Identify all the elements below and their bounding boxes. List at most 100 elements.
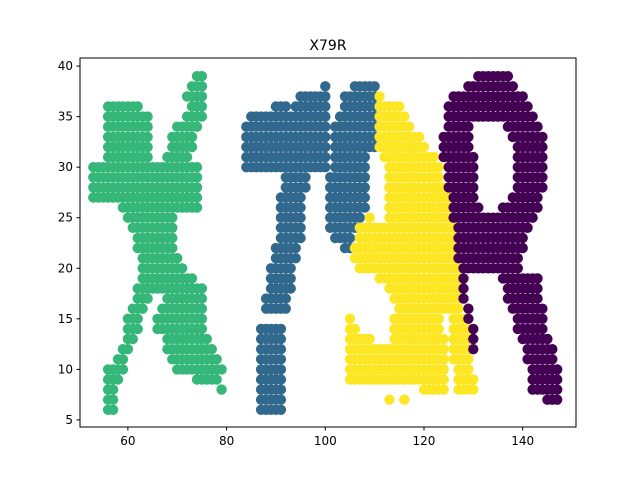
data-point <box>196 71 208 82</box>
data-point <box>359 151 370 163</box>
data-point <box>132 313 143 324</box>
data-point <box>463 313 474 324</box>
data-point <box>295 192 306 203</box>
data-point <box>186 273 198 284</box>
data-point <box>512 263 523 274</box>
data-point <box>369 81 380 92</box>
data-point <box>344 232 356 244</box>
data-point <box>112 374 124 385</box>
data-point <box>463 131 474 143</box>
data-point <box>117 364 129 375</box>
data-point <box>537 172 548 183</box>
data-point <box>552 384 563 395</box>
data-point <box>181 151 193 163</box>
data-point <box>433 162 444 173</box>
data-point <box>458 283 469 294</box>
data-point <box>196 111 208 122</box>
data-point <box>167 232 178 244</box>
data-point <box>142 121 153 132</box>
data-point <box>468 151 479 163</box>
x-tick-label: 80 <box>219 434 234 448</box>
data-point <box>468 162 479 173</box>
data-point <box>122 344 134 355</box>
data-point <box>359 172 370 183</box>
data-point <box>117 354 129 365</box>
y-tick-label: 25 <box>58 211 73 225</box>
data-point <box>211 354 222 365</box>
data-point <box>127 333 138 345</box>
data-point <box>280 293 291 304</box>
data-point <box>196 313 208 324</box>
data-point <box>191 182 203 193</box>
data-point <box>404 121 415 132</box>
data-point <box>537 313 548 324</box>
data-point <box>320 81 331 92</box>
data-point <box>399 394 410 405</box>
data-point <box>142 141 153 153</box>
data-point <box>428 151 440 163</box>
data-point <box>399 111 410 122</box>
data-point <box>438 333 449 345</box>
data-point <box>537 151 548 163</box>
data-point <box>507 81 518 92</box>
data-point <box>191 121 203 132</box>
data-point <box>132 101 143 112</box>
data-point <box>547 344 558 355</box>
data-point <box>320 91 331 102</box>
data-point <box>473 202 484 213</box>
data-point <box>517 91 528 102</box>
data-point <box>142 111 153 122</box>
data-point <box>433 313 444 324</box>
data-point <box>359 162 370 173</box>
data-point <box>468 323 479 335</box>
data-point <box>374 91 385 102</box>
data-point <box>537 141 548 153</box>
x-tick-label: 60 <box>120 434 135 448</box>
data-point <box>463 364 474 375</box>
data-point <box>167 222 178 233</box>
data-point <box>354 212 365 223</box>
data-point <box>191 172 203 183</box>
data-point <box>216 384 227 395</box>
data-point <box>364 212 375 223</box>
data-point <box>552 364 563 375</box>
data-point <box>216 364 227 375</box>
data-point <box>320 162 331 173</box>
data-point <box>438 374 449 385</box>
data-point <box>167 242 178 254</box>
data-point <box>502 71 514 82</box>
data-point <box>196 293 208 304</box>
data-point <box>275 364 287 375</box>
data-point <box>275 404 287 415</box>
data-point <box>463 303 474 314</box>
data-point <box>196 91 208 102</box>
y-tick-label: 30 <box>58 160 73 174</box>
data-point <box>547 354 558 365</box>
data-point <box>458 273 469 284</box>
chart-title: X79R <box>309 38 346 54</box>
data-point <box>542 333 553 345</box>
data-point <box>186 131 198 143</box>
data-point <box>463 121 474 132</box>
data-point <box>191 192 203 203</box>
data-point <box>438 354 449 365</box>
data-point <box>522 101 533 112</box>
data-point <box>532 273 543 284</box>
data-point <box>275 394 287 405</box>
data-point <box>275 323 287 335</box>
data-point <box>295 222 306 233</box>
data-point <box>384 394 395 405</box>
x-tick-label: 100 <box>314 434 337 448</box>
data-point <box>285 263 296 274</box>
data-point <box>295 212 306 223</box>
data-point <box>532 192 543 203</box>
data-point <box>527 212 538 223</box>
data-point <box>344 313 356 324</box>
data-point <box>438 384 449 395</box>
y-tick-label: 15 <box>58 312 73 326</box>
data-point <box>537 323 548 335</box>
data-point <box>275 344 287 355</box>
data-point <box>295 202 306 213</box>
axes-frame <box>79 57 577 428</box>
